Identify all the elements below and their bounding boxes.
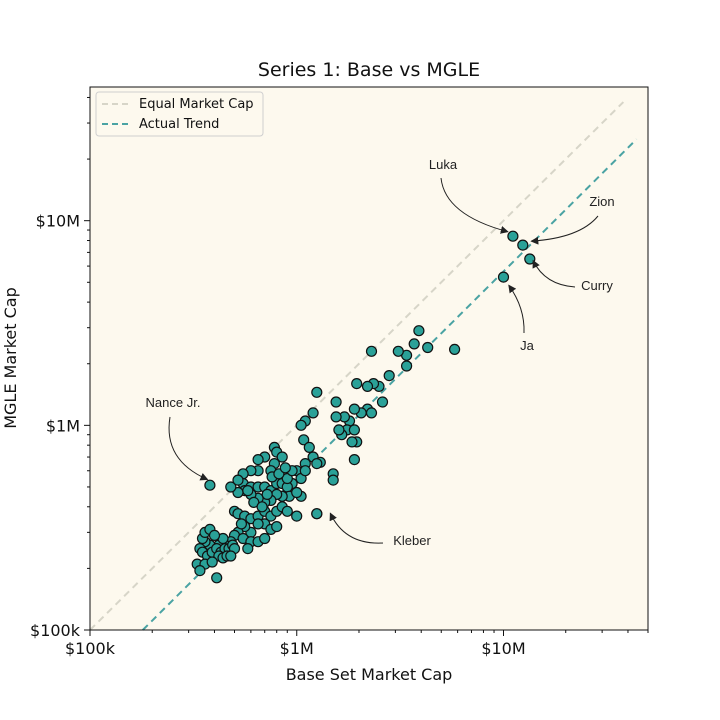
- data-point: [422, 341, 434, 354]
- data-point: [311, 508, 323, 520]
- data-point: [256, 501, 268, 513]
- annotation-arrow: [440, 177, 509, 234]
- plot-frame: [89, 86, 649, 631]
- data-point: [261, 488, 273, 500]
- data-point: [333, 424, 345, 436]
- y-axis-label: MGLE Market Cap: [1, 287, 20, 429]
- data-point: [206, 556, 218, 568]
- x-axis-label: Base Set Market Cap: [286, 665, 453, 684]
- data-point: [225, 481, 237, 493]
- data-point: [497, 271, 510, 283]
- data-point: [194, 564, 206, 577]
- data-point: [311, 386, 323, 398]
- legend-label-trend: Actual Trend: [139, 117, 219, 132]
- data-point: [449, 343, 461, 355]
- data-point: [259, 532, 271, 545]
- data-point: [408, 338, 420, 350]
- data-point: [413, 325, 425, 337]
- data-point: [281, 505, 293, 517]
- legend-label-equal: Equal Market Cap: [139, 97, 254, 112]
- legend: Equal Market Cap Actual Trend: [95, 91, 264, 137]
- data-point: [307, 407, 319, 419]
- annotation-label: Zion: [589, 194, 614, 209]
- data-point: [348, 424, 360, 436]
- y-tick-label: $100k: [30, 621, 81, 640]
- data-point: [365, 407, 378, 419]
- annotation-label: Kleber: [393, 533, 431, 548]
- data-point: [208, 529, 221, 542]
- plot-background: [90, 87, 648, 630]
- data-point: [330, 396, 342, 408]
- data-point: [271, 520, 283, 533]
- data-point: [291, 486, 303, 499]
- data-point: [211, 572, 223, 584]
- data-point: [295, 419, 307, 431]
- data-point: [242, 542, 254, 555]
- annotation-label: Ja: [520, 338, 535, 353]
- data-point: [299, 465, 311, 477]
- data-point: [311, 458, 323, 470]
- data-points: [191, 230, 536, 584]
- data-point: [298, 434, 310, 446]
- data-point: [235, 518, 247, 530]
- axis-ticks: $100k $1M $10M $100k $1M $10M: [30, 96, 649, 658]
- annotation-arrow: [508, 284, 525, 334]
- annotation-arrow: [329, 512, 384, 544]
- data-point: [348, 403, 360, 415]
- data-point: [252, 518, 264, 530]
- data-point: [401, 360, 413, 372]
- data-point: [242, 485, 254, 497]
- chart-title: Series 1: Base vs MGLE: [258, 59, 480, 81]
- data-point: [524, 253, 536, 265]
- annotations: Luka Zion Curry Ja Nance Jr. Kleber: [146, 157, 615, 548]
- annotation-label: Curry: [581, 278, 613, 293]
- data-point: [365, 345, 378, 357]
- x-tick-label: $10M: [481, 639, 525, 658]
- data-point: [303, 441, 315, 453]
- line-equal-market-cap: [89, 101, 625, 631]
- data-point: [330, 411, 342, 423]
- data-point: [276, 451, 288, 463]
- y-tick-label: $1M: [46, 416, 80, 435]
- data-point: [392, 345, 404, 357]
- data-point: [252, 454, 264, 466]
- data-point: [204, 479, 216, 491]
- x-tick-label: $1M: [280, 639, 314, 658]
- annotation-label: Nance Jr.: [146, 395, 201, 410]
- annotation-arrow: [530, 215, 599, 245]
- data-point: [507, 230, 519, 242]
- data-point: [279, 462, 291, 474]
- data-point: [225, 550, 237, 562]
- data-point: [351, 378, 363, 390]
- legend-box: [95, 91, 264, 137]
- data-point: [517, 239, 529, 251]
- data-point: [383, 370, 395, 382]
- annotation-arrow: [168, 416, 209, 481]
- data-point: [376, 396, 389, 408]
- data-point: [291, 510, 303, 522]
- data-point: [232, 474, 244, 486]
- data-point: [348, 454, 360, 466]
- x-tick-label: $100k: [65, 639, 116, 658]
- annotation-label: Luka: [429, 157, 458, 172]
- data-point: [361, 380, 374, 392]
- data-point: [327, 474, 339, 486]
- data-point: [346, 436, 358, 448]
- reference-lines: [89, 101, 638, 631]
- annotation-arrow: [532, 259, 576, 288]
- y-tick-label: $10M: [36, 212, 80, 231]
- line-actual-trend: [142, 138, 638, 631]
